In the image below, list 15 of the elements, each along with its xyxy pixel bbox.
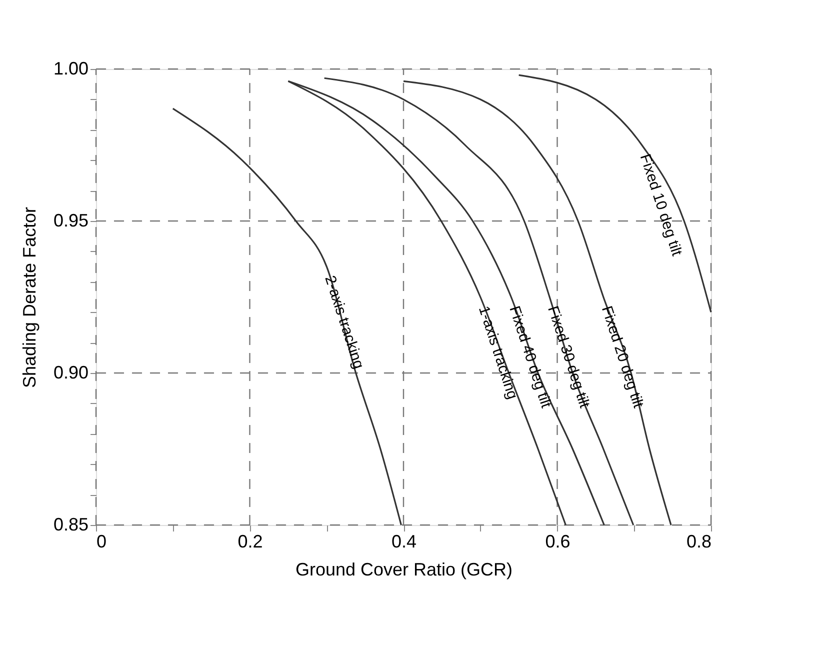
x-tick-label: 0.6 [545,532,570,552]
y-tick-label: 1.00 [53,58,88,78]
x-tick-label: 0 [96,532,107,552]
y-axis-title: Shading Derate Factor [19,206,40,388]
text: 2-axis tracking [321,274,368,371]
x-tick-label: 0.2 [238,532,263,552]
text: Fixed 20 deg tilt [598,304,648,411]
x-axis-title: Ground Cover Ratio (GCR) [295,560,513,580]
text: Fixed 10 deg tilt [636,152,686,259]
y-tick-label: 0.95 [53,210,88,230]
y-tick-label: 0.85 [53,514,88,534]
line-series [172,108,402,526]
x-tick-label: 0.4 [391,532,417,552]
x-tick-label: 0.8 [686,532,712,552]
y-tick-label: 0.90 [53,362,88,382]
